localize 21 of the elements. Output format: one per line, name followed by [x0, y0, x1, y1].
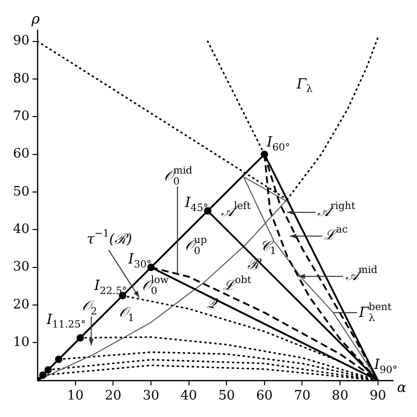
- x-tick-label: 50: [218, 388, 235, 404]
- y-tick-label: 10: [12, 335, 30, 350]
- y-tick-label: 20: [12, 297, 30, 312]
- x-tick-label: 70: [294, 388, 311, 404]
- y-tick-label: 90: [12, 34, 30, 49]
- y-tick-label: 80: [12, 71, 30, 86]
- y-tick-label: 40: [12, 222, 30, 238]
- x-tick-label: 60: [256, 388, 273, 404]
- annotation: ℛ: [247, 256, 262, 272]
- y-tick-label: 30: [12, 260, 30, 275]
- x-tick-label: 40: [180, 388, 198, 404]
- x-axis-title: α: [397, 380, 407, 396]
- x-tick-label: 90: [370, 388, 386, 404]
- y-tick-label: 60: [12, 146, 30, 162]
- x-tick-label: 20: [104, 388, 122, 404]
- y-tick-label: 70: [12, 109, 30, 124]
- x-tick-label: 30: [142, 388, 160, 404]
- y-axis-title: ρ: [30, 12, 41, 28]
- x-tick-label: 80: [332, 388, 348, 404]
- x-tick-label: 10: [67, 388, 84, 404]
- y-tick-label: 50: [12, 184, 30, 200]
